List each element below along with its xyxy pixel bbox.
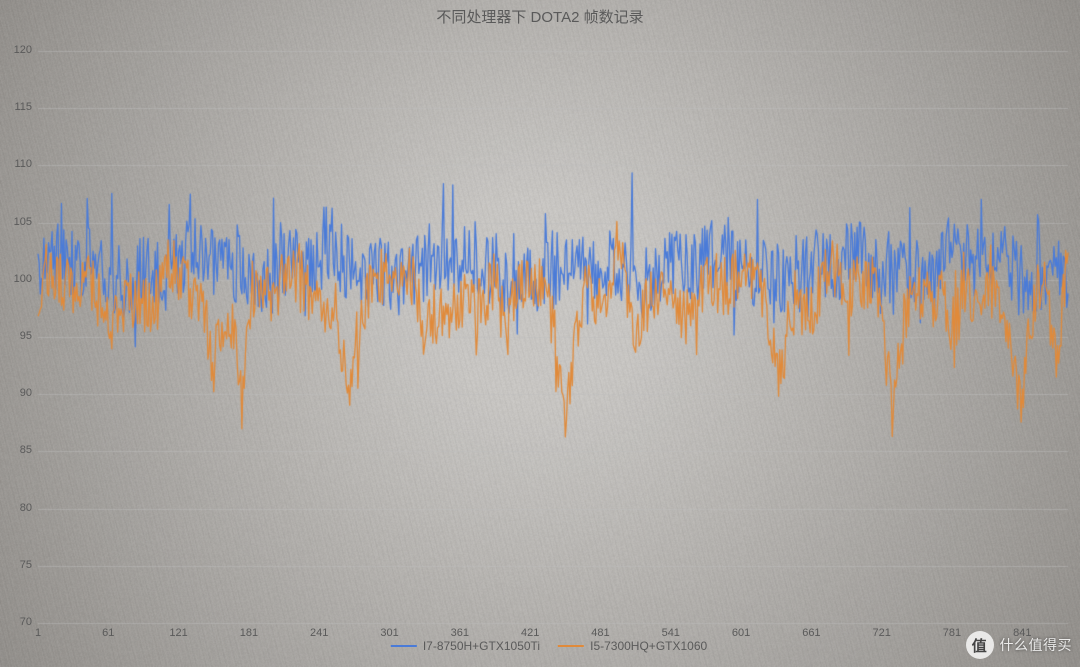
legend-label: I5-7300HQ+GTX1060	[590, 639, 707, 653]
y-tick-label: 105	[4, 216, 32, 228]
y-tick-label: 80	[4, 502, 32, 514]
x-tick-label: 121	[169, 627, 187, 639]
y-tick-label: 95	[4, 330, 32, 342]
watermark-label: 什么值得买	[1000, 635, 1073, 655]
chart-title: 不同处理器下 DOTA2 帧数记录	[436, 6, 643, 27]
y-tick-label: 115	[4, 101, 32, 113]
x-tick-label: 1	[35, 627, 41, 639]
x-tick-label: 61	[102, 627, 114, 639]
x-tick-label: 661	[802, 627, 820, 639]
x-tick-label: 181	[240, 627, 258, 639]
x-tick-label: 721	[872, 627, 890, 639]
y-tick-label: 100	[4, 273, 32, 285]
x-tick-label: 361	[451, 627, 469, 639]
line-canvas	[0, 0, 1080, 667]
legend: I7-8750H+GTX1050Ti I5-7300HQ+GTX1060	[373, 639, 707, 653]
legend-label: I7-8750H+GTX1050Ti	[423, 639, 540, 653]
x-tick-label: 601	[732, 627, 750, 639]
x-tick-label: 241	[310, 627, 328, 639]
x-tick-label: 781	[943, 627, 961, 639]
x-tick-label: 421	[521, 627, 539, 639]
y-tick-label: 90	[4, 387, 32, 399]
y-tick-label: 120	[4, 44, 32, 56]
y-tick-label: 75	[4, 559, 32, 571]
x-tick-label: 541	[662, 627, 680, 639]
y-tick-label: 110	[4, 158, 32, 170]
y-tick-label: 70	[4, 616, 32, 628]
legend-swatch	[558, 645, 584, 647]
x-tick-label: 481	[591, 627, 609, 639]
watermark-icon: 值	[966, 631, 994, 659]
legend-swatch	[391, 645, 417, 647]
x-tick-label: 301	[380, 627, 398, 639]
chart-container: 不同处理器下 DOTA2 帧数记录 70 75 80 85 90 95 100 105 110 1…	[0, 0, 1080, 667]
watermark: 值 什么值得买	[966, 631, 1073, 659]
y-tick-label: 85	[4, 444, 32, 456]
